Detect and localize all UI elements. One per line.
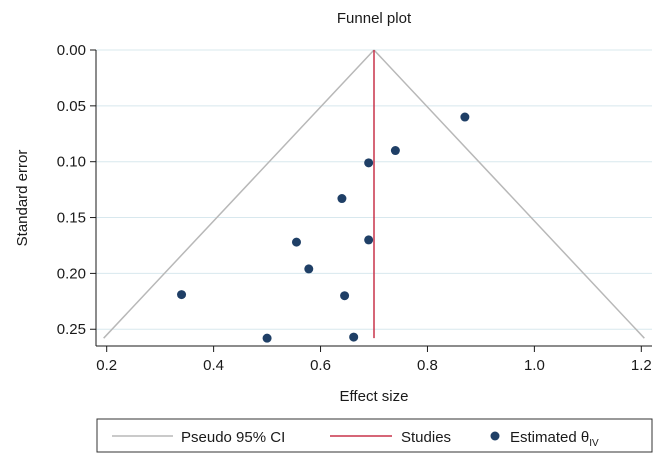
study-point-8 [340,291,350,301]
y-tick-label-1: 0.05 [57,98,86,115]
legend-studies-label: Studies [401,429,451,446]
chart-title: Funnel plot [337,10,412,27]
x-tick-label-2: 0.6 [310,357,331,374]
ci-left-line [103,49,375,339]
y-axis-title: Standard error [14,150,31,247]
y-tick-label-4: 0.20 [57,265,86,282]
x-tick-label-0: 0.2 [96,357,117,374]
study-point-5 [364,235,374,245]
y-tick-label-2: 0.10 [57,154,86,171]
pseudo-ci-lines [103,49,645,339]
y-axis-ticks: 0.00 0.05 0.10 0.15 0.20 0.25 [57,42,96,338]
y-tick-label-0: 0.00 [57,42,86,59]
x-axis-ticks: 0.2 0.4 0.6 0.8 1.0 1.2 [96,346,652,374]
y-tick-label-5: 0.25 [57,321,86,338]
study-point-2 [364,158,374,168]
legend: Pseudo 95% CI Studies Estimated θIV [96,418,653,453]
study-point-3 [337,194,347,204]
study-point-0 [460,112,470,122]
ci-right-line [373,49,645,339]
x-tick-label-3: 0.8 [417,357,438,374]
study-points [177,112,470,343]
study-point-6 [304,264,314,274]
legend-ci-label: Pseudo 95% CI [181,429,285,446]
x-tick-label-4: 1.0 [524,357,545,374]
study-point-9 [262,333,272,343]
legend-estimate-label-main: Estimated θ [510,429,589,446]
axes [95,50,652,347]
x-axis-title: Effect size [340,388,409,405]
y-tick-label-3: 0.15 [57,210,86,227]
study-point-7 [177,290,187,300]
x-tick-label-1: 0.4 [203,357,224,374]
x-tick-label-5: 1.2 [631,357,652,374]
legend-estimate-label: Estimated θIV [510,429,599,449]
study-point-4 [291,237,301,247]
legend-estimate-label-subscript: IV [589,438,599,449]
study-point-10 [349,332,359,342]
legend-estimate-swatch [490,431,500,441]
study-point-1 [390,146,400,156]
